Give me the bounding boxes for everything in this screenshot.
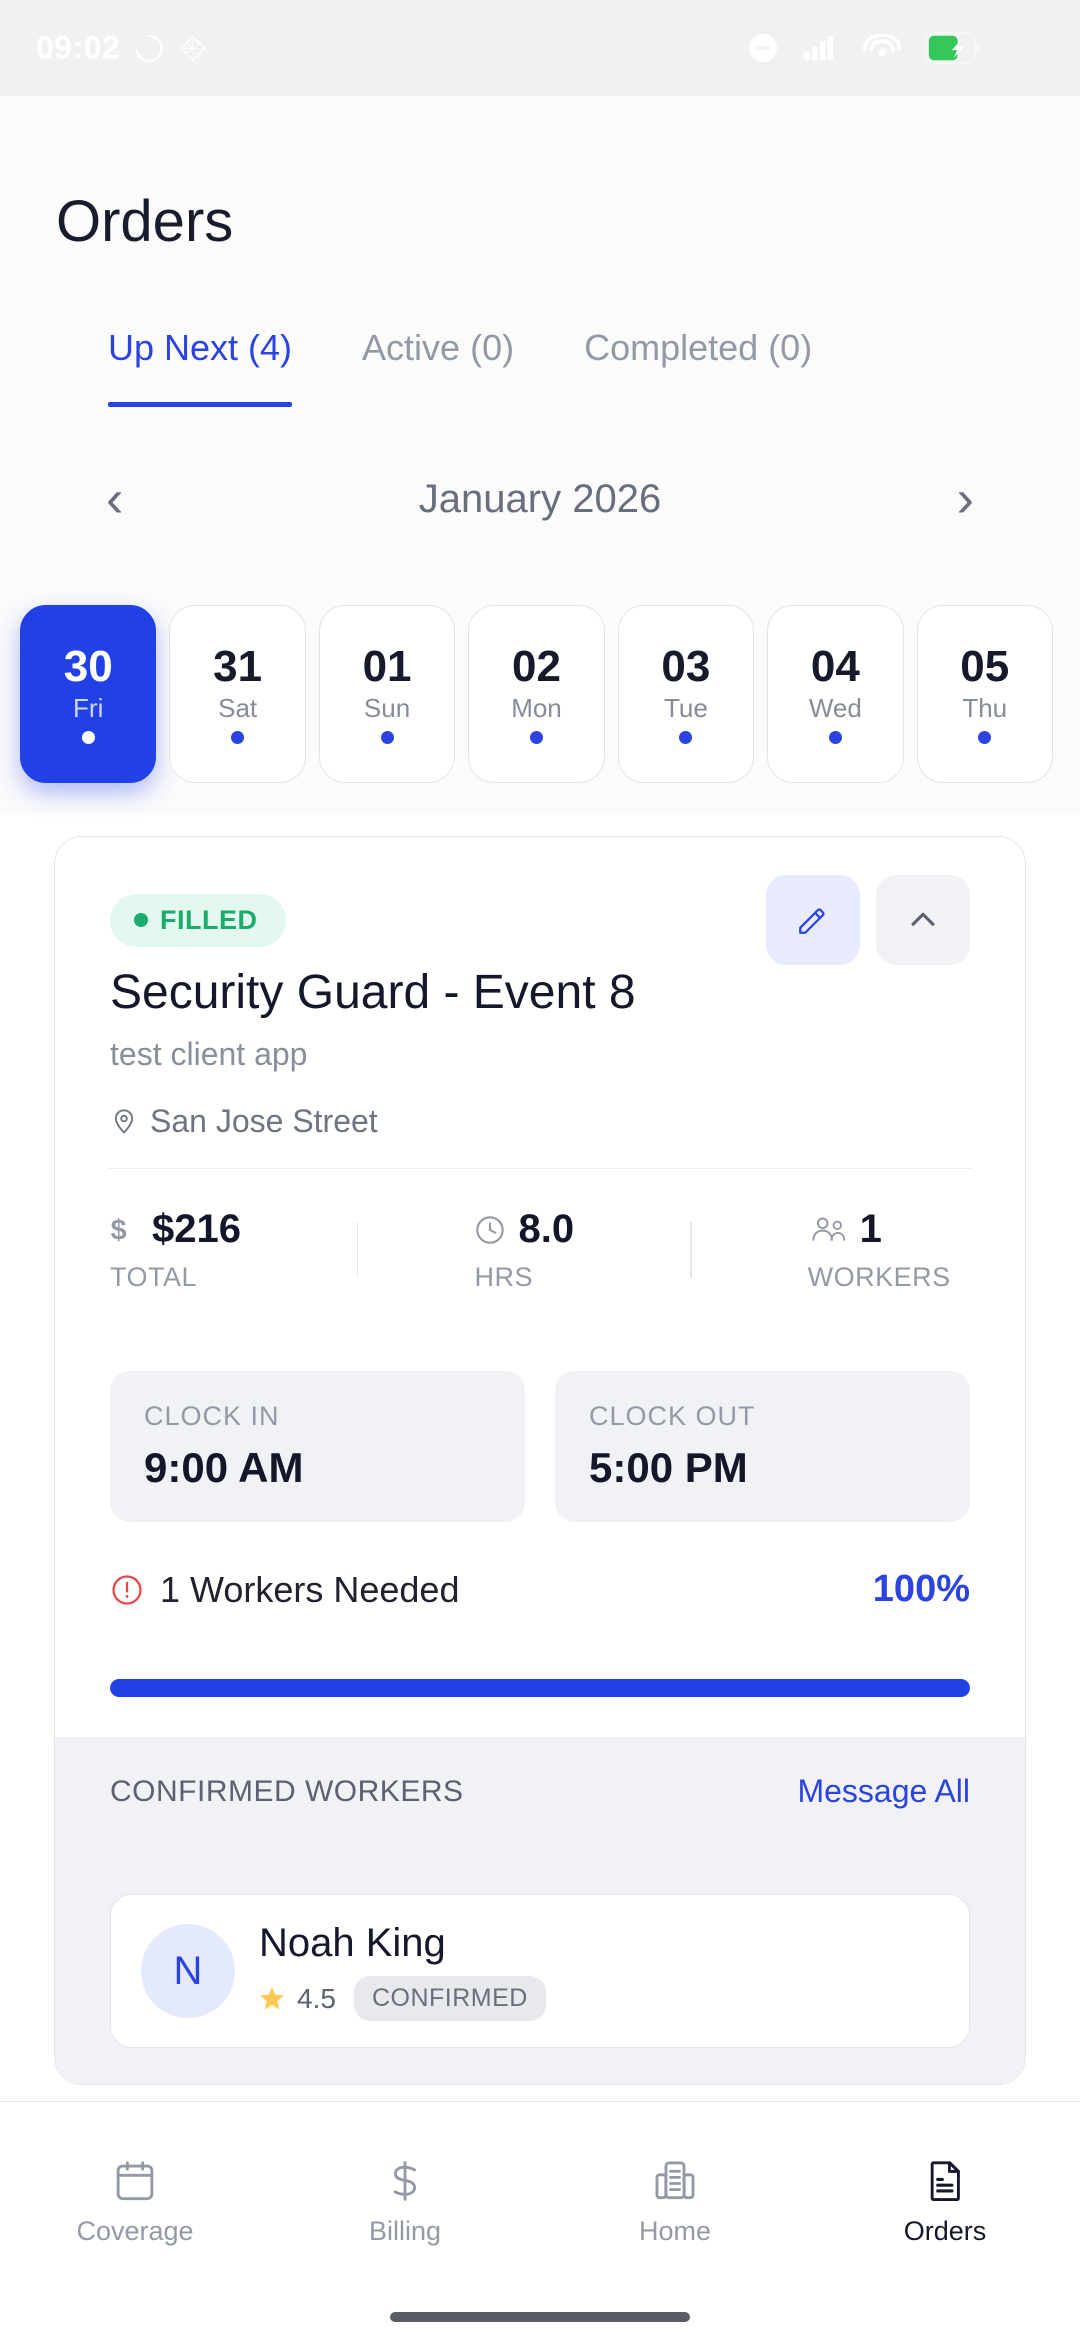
svg-text:$: $ bbox=[111, 1214, 127, 1246]
